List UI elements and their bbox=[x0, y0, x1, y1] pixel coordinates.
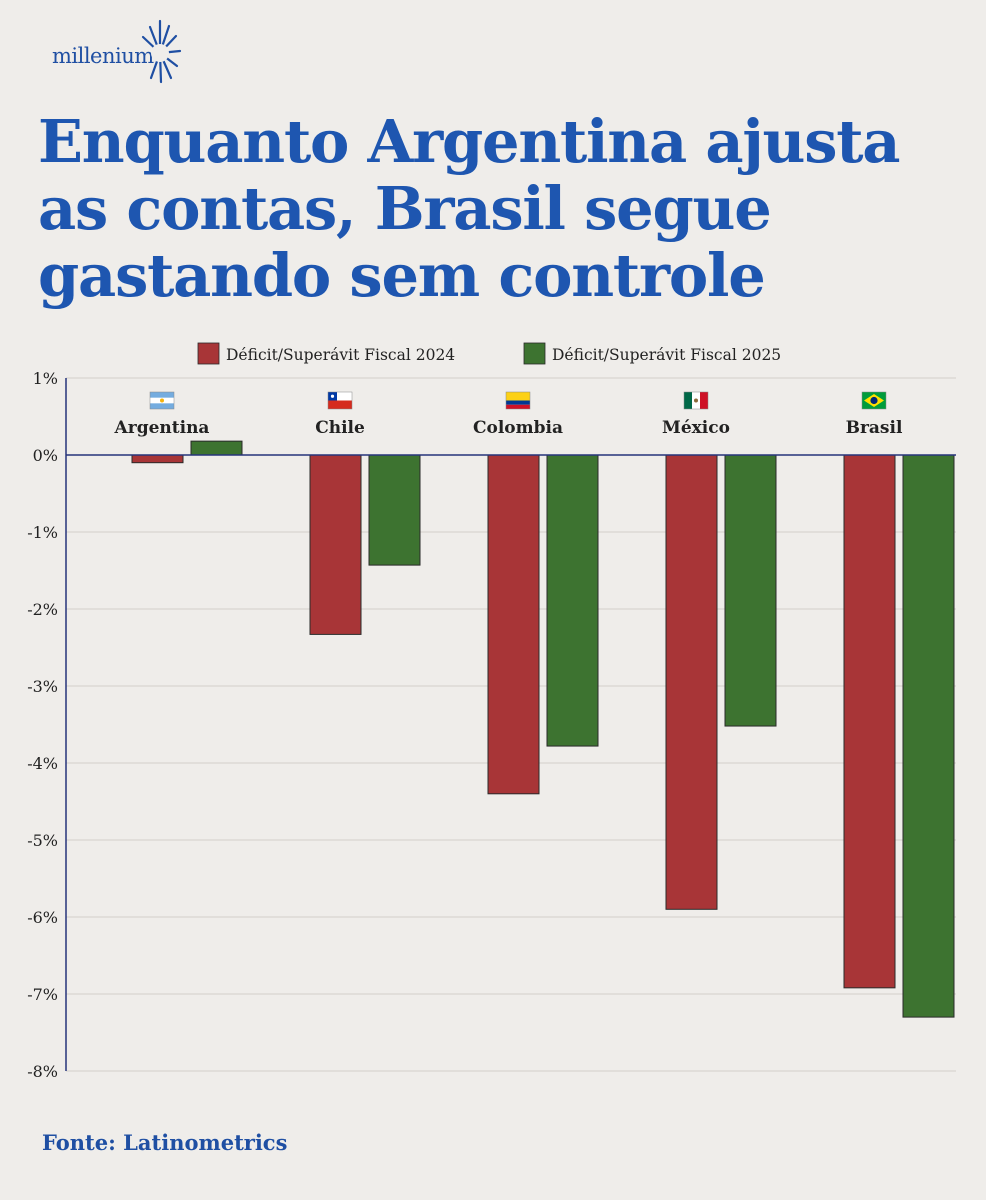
page-title: Enquanto Argentina ajusta as contas, Bra… bbox=[38, 108, 968, 309]
logo-text: millenium bbox=[52, 44, 154, 68]
y-tick-label: -7% bbox=[27, 985, 58, 1004]
title-line-1: Enquanto Argentina ajusta bbox=[38, 107, 901, 176]
title-line-3: gastando sem controle bbox=[38, 241, 766, 310]
y-tick-label: 1% bbox=[33, 369, 58, 388]
flag-colombia-icon bbox=[505, 391, 531, 410]
bar-2025-0 bbox=[190, 440, 243, 456]
bar-2024-0 bbox=[131, 454, 184, 464]
y-tick-label: -4% bbox=[27, 754, 58, 773]
bar-2024-3 bbox=[665, 454, 718, 910]
category-label: Chile bbox=[315, 418, 365, 438]
millenium-logo: millenium bbox=[52, 18, 182, 88]
legend-swatch bbox=[523, 342, 546, 365]
y-tick-label: -1% bbox=[27, 523, 58, 542]
flag-chile-icon bbox=[327, 391, 353, 410]
bar-2025-3 bbox=[724, 454, 777, 727]
y-tick-label: -8% bbox=[27, 1062, 58, 1081]
bar-2024-1 bbox=[309, 454, 362, 635]
y-tick-label: -3% bbox=[27, 677, 58, 696]
category-label: Argentina bbox=[114, 418, 210, 438]
source-note: Fonte: Latinometrics bbox=[42, 1130, 288, 1155]
bar-2024-4 bbox=[843, 454, 896, 989]
y-tick-label: -5% bbox=[27, 831, 58, 850]
category-label: México bbox=[662, 418, 730, 438]
legend-label: Déficit/Superávit Fiscal 2024 bbox=[226, 346, 455, 364]
y-tick-label: -2% bbox=[27, 600, 58, 619]
bar-2025-4 bbox=[902, 454, 955, 1018]
flag-argentina-icon bbox=[149, 391, 175, 410]
y-tick-label: -6% bbox=[27, 908, 58, 927]
bar-2024-2 bbox=[487, 454, 540, 795]
legend-swatch bbox=[197, 342, 220, 365]
legend-label: Déficit/Superávit Fiscal 2025 bbox=[552, 346, 781, 364]
y-tick-label: 0% bbox=[33, 446, 58, 465]
bar-2025-2 bbox=[546, 454, 599, 747]
sunburst-icon bbox=[141, 19, 182, 84]
category-label: Colombia bbox=[473, 418, 563, 438]
title-line-2: as contas, Brasil segue bbox=[38, 174, 772, 243]
bar-2025-1 bbox=[368, 454, 421, 566]
flag-mexico-icon bbox=[683, 391, 709, 410]
flag-brasil-icon bbox=[861, 391, 887, 410]
category-label: Brasil bbox=[846, 418, 903, 438]
